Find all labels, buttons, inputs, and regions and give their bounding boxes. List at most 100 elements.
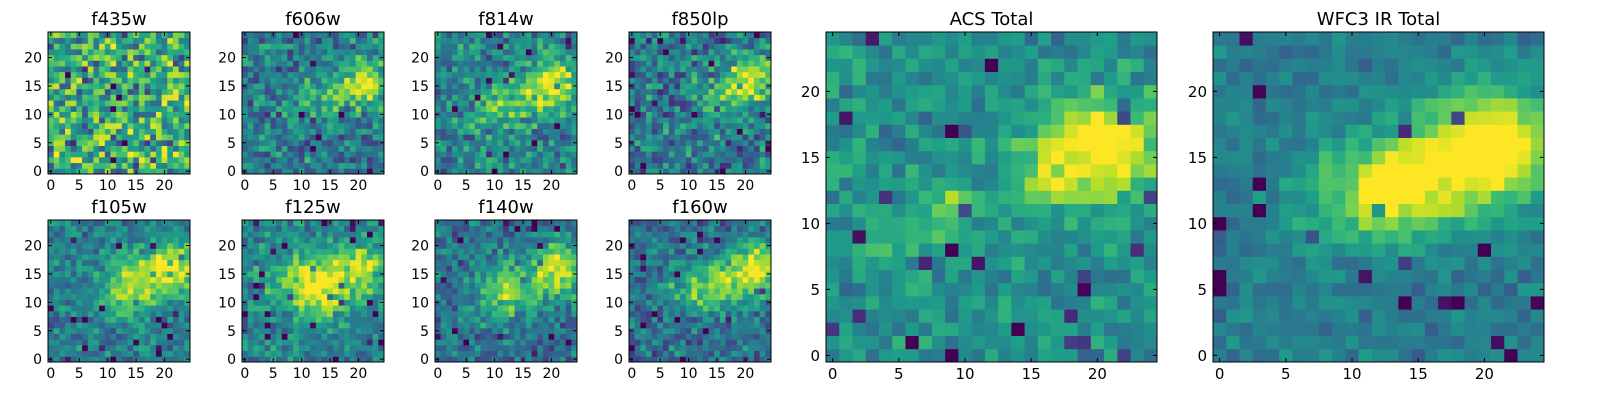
heatmap-cell: [367, 117, 373, 123]
heatmap-cell: [543, 60, 549, 66]
heatmap-cell: [116, 151, 122, 157]
heatmap-cell: [253, 271, 259, 277]
heatmap-cell: [253, 288, 259, 294]
heatmap-cell: [105, 300, 111, 306]
heatmap-cell: [691, 322, 697, 328]
heatmap-cell: [509, 334, 515, 340]
heatmap-cell: [560, 317, 566, 323]
heatmap-cell: [765, 351, 771, 357]
heatmap-cell: [356, 322, 362, 328]
heatmap-cell: [640, 32, 646, 38]
heatmap-cell: [133, 305, 139, 311]
heatmap-cell: [265, 94, 271, 100]
heatmap-cell: [145, 265, 151, 271]
heatmap-cell: [150, 72, 156, 78]
heatmap-cell: [532, 220, 538, 226]
heatmap-cell: [635, 277, 641, 283]
heatmap-cell: [156, 140, 162, 146]
heatmap-cell: [162, 248, 168, 254]
heatmap-cell: [760, 94, 766, 100]
heatmap-cell: [105, 351, 111, 357]
heatmap-cell: [133, 277, 139, 283]
heatmap-cell: [492, 100, 498, 106]
heatmap-cell: [322, 83, 328, 89]
heatmap-cell: [276, 271, 282, 277]
heatmap-cell: [139, 140, 145, 146]
heatmap-cell: [316, 282, 322, 288]
heatmap-cell: [270, 226, 276, 232]
heatmap-cell: [105, 322, 111, 328]
heatmap-cell: [116, 254, 122, 260]
heatmap-cell: [554, 117, 560, 123]
heatmap-cell: [378, 117, 384, 123]
heatmap-cell: [54, 72, 60, 78]
heatmap-cell: [554, 305, 560, 311]
heatmap-cell: [737, 146, 743, 152]
heatmap-cell: [299, 277, 305, 283]
heatmap-cell: [515, 100, 521, 106]
heatmap-cell: [549, 277, 555, 283]
heatmap-cell: [344, 129, 350, 135]
heatmap-cell: [566, 134, 572, 140]
heatmap-cell: [122, 248, 128, 254]
heatmap-cell: [754, 277, 760, 283]
heatmap-cell: [560, 300, 566, 306]
heatmap-cell: [65, 157, 71, 163]
y-tick-label: 0: [33, 164, 42, 180]
heatmap-cell: [248, 106, 254, 112]
heatmap-cell: [475, 345, 481, 351]
heatmap-cell: [310, 43, 316, 49]
heatmap-cell: [173, 328, 179, 334]
heatmap-cell: [173, 151, 179, 157]
heatmap-cell: [322, 117, 328, 123]
heatmap-cell: [270, 231, 276, 237]
heatmap-cell: [179, 140, 185, 146]
heatmap-cell: [475, 356, 481, 362]
heatmap-cell: [697, 345, 703, 351]
heatmap-cell: [173, 106, 179, 112]
heatmap-cell: [173, 300, 179, 306]
heatmap-cell: [537, 220, 543, 226]
heatmap-cell: [350, 300, 356, 306]
heatmap-cell: [333, 123, 339, 129]
heatmap-cell: [54, 322, 60, 328]
heatmap-cell: [133, 72, 139, 78]
heatmap-cell: [480, 328, 486, 334]
heatmap-cell: [441, 248, 447, 254]
heatmap-cell: [310, 55, 316, 61]
heatmap-cell: [133, 288, 139, 294]
heatmap-cell: [571, 237, 577, 243]
heatmap-cell: [435, 265, 441, 271]
heatmap-cell: [497, 271, 503, 277]
heatmap-cell: [458, 32, 464, 38]
heatmap-cell: [526, 168, 532, 174]
heatmap-cell: [242, 100, 248, 106]
heatmap-cell: [560, 277, 566, 283]
heatmap-cell: [145, 38, 151, 44]
heatmap-cell: [122, 60, 128, 66]
heatmap-cell: [316, 43, 322, 49]
heatmap-cell: [503, 220, 509, 226]
heatmap-cell: [361, 294, 367, 300]
heatmap-cell: [65, 351, 71, 357]
heatmap-cell: [293, 288, 299, 294]
heatmap-cell: [731, 351, 737, 357]
heatmap-cell: [743, 66, 749, 72]
heatmap-cell: [571, 100, 577, 106]
heatmap-cell: [640, 288, 646, 294]
heatmap-cell: [669, 89, 675, 95]
heatmap-cell: [709, 277, 715, 283]
heatmap-cell: [669, 317, 675, 323]
heatmap-cell: [333, 43, 339, 49]
heatmap-cell: [515, 168, 521, 174]
heatmap-cell: [497, 317, 503, 323]
heatmap-cell: [680, 146, 686, 152]
heatmap-cell: [179, 89, 185, 95]
heatmap-cell: [720, 334, 726, 340]
heatmap-cell: [646, 43, 652, 49]
heatmap-cell: [265, 260, 271, 266]
heatmap-cell: [760, 157, 766, 163]
heatmap-cell: [339, 123, 345, 129]
heatmap-cell: [554, 243, 560, 249]
heatmap-cell: [537, 243, 543, 249]
